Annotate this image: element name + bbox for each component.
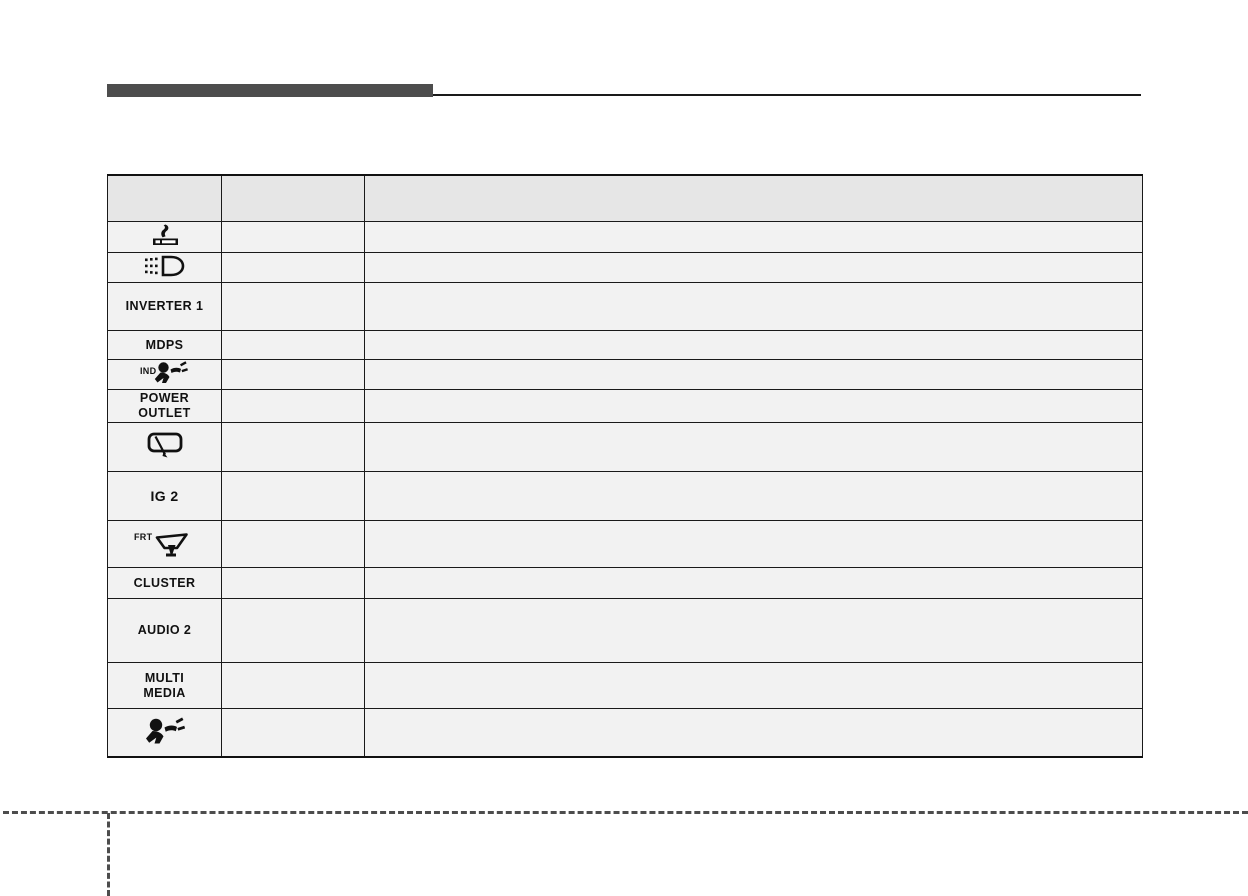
table-header xyxy=(107,174,1143,222)
fuse-symbol-label: MDPS xyxy=(145,337,184,352)
fuse-description-cell xyxy=(364,252,1143,283)
fuse-symbol-cell xyxy=(107,221,222,253)
airbag-indicator-icon xyxy=(154,360,188,385)
rear-wiper-icon xyxy=(143,429,187,461)
fuse-symbol-cell: MULTI MEDIA xyxy=(107,662,222,709)
fuse-symbol-cell: FRT xyxy=(107,520,222,568)
fuse-symbol-cell: CLUSTER xyxy=(107,567,222,599)
table-row: IND xyxy=(107,359,1143,390)
table-row xyxy=(107,252,1143,283)
table-row xyxy=(107,708,1143,758)
fuse-description-cell xyxy=(364,662,1143,709)
table-body: INVERTER 1 MDPS IND xyxy=(107,221,1143,758)
table-row: FRT xyxy=(107,520,1143,568)
airbag-icon xyxy=(145,717,185,745)
cigarette-lighter-icon xyxy=(144,222,186,248)
fuse-symbol-label: CLUSTER xyxy=(133,575,196,590)
fuse-description-cell xyxy=(364,471,1143,521)
fuse-description-cell xyxy=(364,389,1143,423)
fuse-symbol-label: INVERTER 1 xyxy=(125,299,204,313)
table-row: POWER OUTLET xyxy=(107,389,1143,423)
table-row xyxy=(107,422,1143,472)
table-row xyxy=(107,221,1143,253)
table-row: IG 2 xyxy=(107,471,1143,521)
fuse-symbol-cell: IND xyxy=(107,359,222,390)
fuse-amperage-cell xyxy=(221,708,365,758)
fuse-amperage-cell xyxy=(221,598,365,663)
fuse-description-cell xyxy=(364,422,1143,472)
fuse-amperage-cell xyxy=(221,567,365,599)
fuse-symbol-label: AUDIO 2 xyxy=(137,623,192,637)
column-header-symbol xyxy=(107,174,222,222)
airbag-ind-superscript: IND xyxy=(140,366,157,376)
table-header-row xyxy=(107,174,1143,222)
fuse-amperage-cell xyxy=(221,520,365,568)
fuse-description-cell xyxy=(364,598,1143,663)
table-row: CLUSTER xyxy=(107,567,1143,599)
fuse-symbol-cell xyxy=(107,252,222,283)
fuse-symbol-label: MULTI MEDIA xyxy=(143,670,186,700)
table-row: INVERTER 1 xyxy=(107,282,1143,331)
fuse-symbol-cell: INVERTER 1 xyxy=(107,282,222,331)
table-row: AUDIO 2 xyxy=(107,598,1143,663)
fuse-amperage-cell xyxy=(221,359,365,390)
column-header-description xyxy=(364,174,1143,222)
fuse-amperage-cell xyxy=(221,330,365,360)
front-wiper-superscript: FRT xyxy=(134,532,153,542)
fuse-amperage-cell xyxy=(221,471,365,521)
header-accent-bar xyxy=(107,84,433,97)
front-wiper-icon xyxy=(153,532,193,558)
fuse-amperage-cell xyxy=(221,422,365,472)
fuse-description-cell xyxy=(364,520,1143,568)
fuse-symbol-cell: AUDIO 2 xyxy=(107,598,222,663)
fuse-amperage-cell xyxy=(221,221,365,253)
fuse-symbol-cell: MDPS xyxy=(107,330,222,360)
fuse-symbol-cell xyxy=(107,708,222,758)
fuse-amperage-cell xyxy=(221,252,365,283)
fuse-amperage-cell xyxy=(221,389,365,423)
fuse-symbol-cell: IG 2 xyxy=(107,471,222,521)
fuse-description-cell xyxy=(364,567,1143,599)
fuse-description-cell xyxy=(364,708,1143,758)
header-thin-rule xyxy=(433,94,1141,96)
fuse-symbol-label: IG 2 xyxy=(150,487,179,504)
vertical-dashed-guide xyxy=(107,813,110,896)
fuse-symbol-cell: POWER OUTLET xyxy=(107,389,222,423)
column-header-amperage xyxy=(221,174,365,222)
fuse-amperage-cell xyxy=(221,282,365,331)
fuse-description-cell xyxy=(364,330,1143,360)
fuse-description-cell xyxy=(364,359,1143,390)
fuse-symbol-cell xyxy=(107,422,222,472)
fuse-description-cell xyxy=(364,221,1143,253)
fuse-symbol-label: POWER OUTLET xyxy=(138,391,191,420)
fuse-amperage-cell xyxy=(221,662,365,709)
horizontal-dashed-guide xyxy=(3,811,1248,814)
table-row: MULTI MEDIA xyxy=(107,662,1143,709)
page-header-rule xyxy=(107,84,1141,97)
fuse-description-cell xyxy=(364,282,1143,331)
fuse-description-table: INVERTER 1 MDPS IND xyxy=(107,174,1143,758)
table-row: MDPS xyxy=(107,330,1143,360)
fog-lamp-icon xyxy=(143,254,187,278)
